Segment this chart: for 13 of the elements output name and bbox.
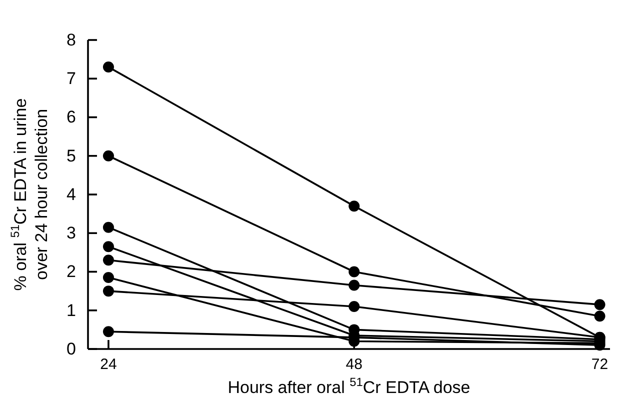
y-tick-label: 2 xyxy=(66,262,76,282)
y-tick-label: 4 xyxy=(66,184,76,204)
y-tick-label: 6 xyxy=(66,108,76,127)
x-axis-title: Hours after oral $^{51}$Cr EDTA dose xyxy=(228,375,470,397)
y-tick-label: 1 xyxy=(66,300,76,320)
x-tick-label: 72 xyxy=(591,356,608,373)
y-tick-label: 3 xyxy=(66,224,76,243)
x-tick-label: 24 xyxy=(100,356,117,373)
y-tick-label: 7 xyxy=(66,69,76,88)
x-tick-label: 48 xyxy=(346,356,362,373)
y-tick-label: 0 xyxy=(66,339,76,358)
y-tick-label: 8 xyxy=(66,30,76,50)
y-tick-label: 5 xyxy=(66,146,76,166)
